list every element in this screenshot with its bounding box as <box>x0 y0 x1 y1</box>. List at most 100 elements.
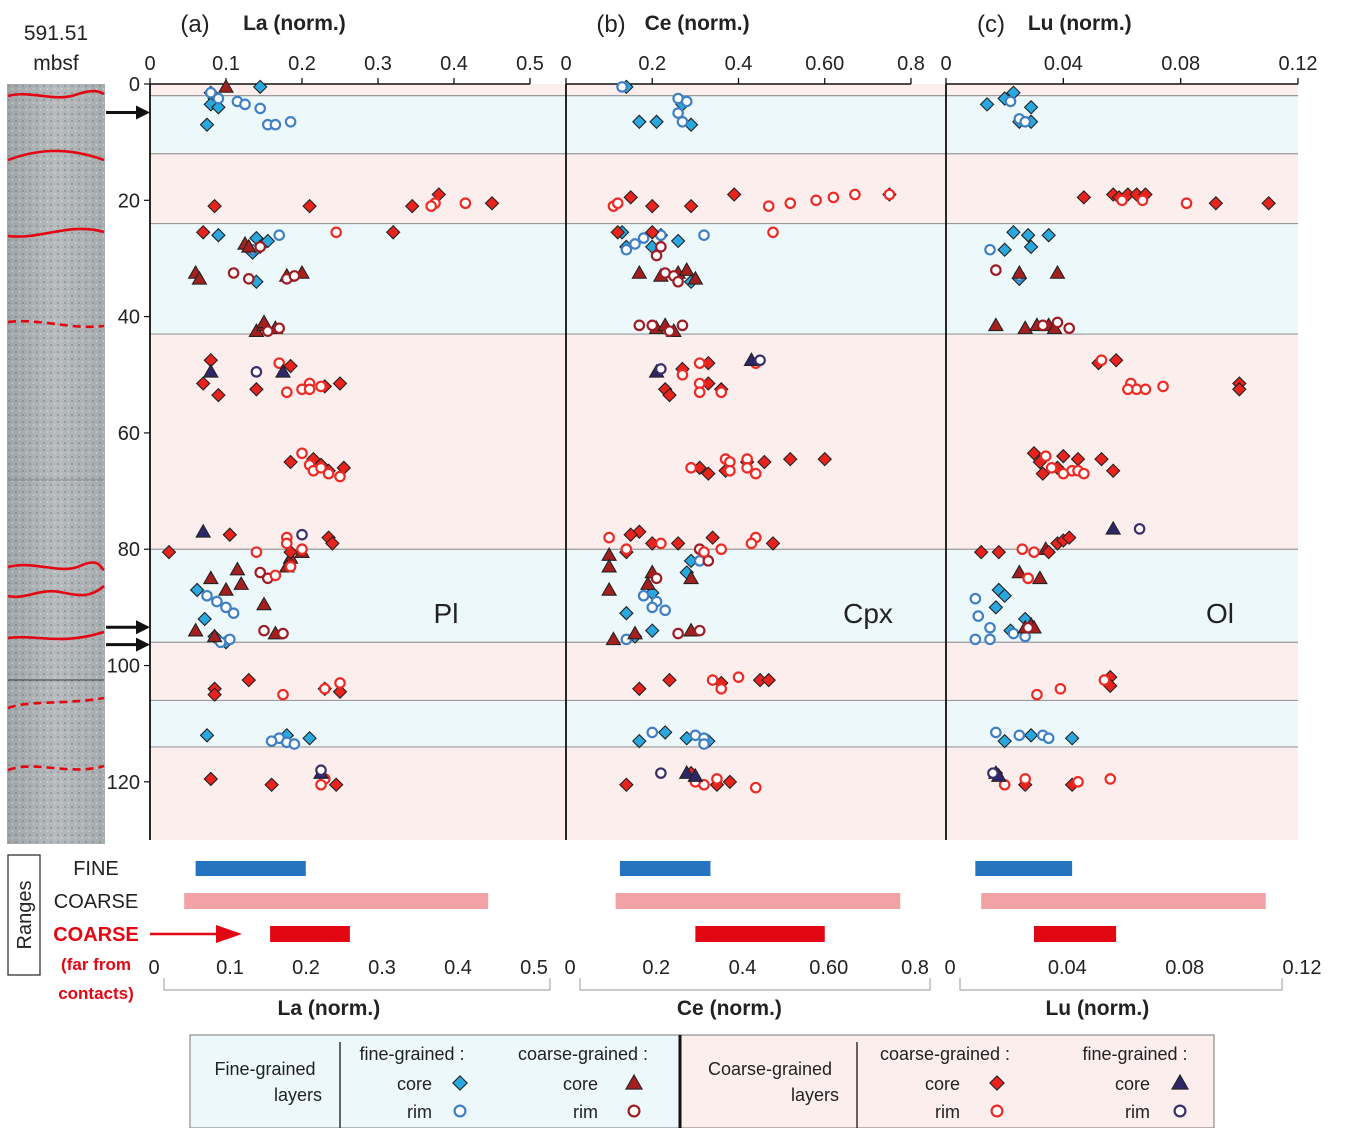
data-point <box>1208 195 1224 211</box>
data-point <box>1122 383 1134 396</box>
data-point <box>984 621 996 634</box>
data-point <box>265 735 278 747</box>
core-contact-line <box>7 89 105 99</box>
data-point <box>680 95 693 108</box>
data-point <box>683 198 699 214</box>
data-point <box>987 767 999 779</box>
data-point <box>264 777 279 793</box>
y-tick-label: 120 <box>107 772 140 794</box>
data-point <box>670 233 686 249</box>
data-point <box>629 238 641 250</box>
layer-band-fine <box>566 700 946 747</box>
data-point <box>1007 627 1020 640</box>
legend-core-1: core <box>397 1074 432 1094</box>
data-point <box>211 227 226 243</box>
data-point <box>973 544 989 560</box>
x-tick-label: 0.04 <box>1044 53 1083 75</box>
data-point <box>676 116 689 128</box>
legend-coarse-rim-icon <box>990 1104 1004 1118</box>
bottom-tick-label: 0.8 <box>901 957 929 979</box>
data-point <box>334 677 346 689</box>
series-3 <box>633 241 715 640</box>
legend-coarse-in-fine-rim-icon <box>627 1104 641 1118</box>
data-point <box>619 777 634 793</box>
bottom-tick-label: 0.12 <box>1283 957 1322 979</box>
depth-arrows <box>106 105 150 652</box>
layer-band-coarse <box>566 746 946 840</box>
data-point <box>662 387 677 403</box>
bottom-axis-title: La (norm.) <box>278 997 381 1020</box>
data-point <box>1180 197 1193 210</box>
x-tick-label: 0.3 <box>364 53 392 75</box>
data-point <box>644 198 660 214</box>
range-coarse-label: COARSE <box>54 891 138 913</box>
mineral-label: Ol <box>1206 598 1234 629</box>
data-point <box>757 454 772 470</box>
layer-band-coarse <box>566 334 946 550</box>
data-point <box>601 581 618 596</box>
data-point <box>632 681 647 697</box>
legend-coarse-title: Coarse-grained <box>708 1059 832 1079</box>
data-point <box>202 570 219 585</box>
data-point <box>318 682 331 695</box>
data-point <box>1063 322 1075 335</box>
data-point <box>997 733 1012 749</box>
range-far-label-3: contacts) <box>58 984 134 1003</box>
data-point <box>199 728 215 743</box>
data-point <box>639 576 656 590</box>
data-point <box>678 765 695 779</box>
data-point <box>187 622 204 637</box>
data-point <box>745 537 758 550</box>
core-photo: 591.51 mbsf <box>7 22 105 844</box>
data-point <box>280 537 293 550</box>
data-point <box>250 546 263 558</box>
x-axis-title: La (norm.) <box>243 12 346 35</box>
data-point <box>1039 450 1052 462</box>
data-point <box>633 319 646 332</box>
series-1 <box>201 86 301 750</box>
data-point <box>672 627 684 640</box>
data-point <box>610 225 626 240</box>
data-point <box>644 225 660 240</box>
data-point <box>678 261 695 276</box>
data-point <box>277 627 289 640</box>
data-point <box>623 190 638 205</box>
data-point <box>1006 225 1021 240</box>
data-point <box>715 543 728 556</box>
legend-rim-3: rim <box>935 1102 960 1122</box>
data-point <box>252 79 268 95</box>
mineral-label: Pl <box>434 598 459 629</box>
data-point <box>637 589 650 602</box>
layer-band-coarse <box>566 642 946 701</box>
data-point <box>655 537 667 550</box>
x-tick-label: 0.1 <box>212 53 240 75</box>
data-point <box>1051 316 1064 329</box>
legend-fine-grained-heading-2: fine-grained : <box>1082 1044 1187 1064</box>
data-point <box>631 264 648 279</box>
data-point <box>619 605 634 621</box>
data-point <box>227 607 240 619</box>
legend: Fine-grained layers fine-grained : coars… <box>189 1034 1215 1128</box>
range-far-label-2: (far from <box>61 955 131 974</box>
data-point <box>256 596 272 611</box>
data-point <box>632 733 647 749</box>
data-point <box>1078 467 1090 480</box>
data-point <box>273 357 285 369</box>
data-point <box>233 576 250 590</box>
y-tick-label: 0 <box>129 74 140 96</box>
data-point <box>202 363 219 378</box>
data-point <box>206 628 223 643</box>
data-point <box>715 682 728 695</box>
ranges-title: Ranges <box>14 881 36 950</box>
data-point <box>657 725 673 740</box>
data-point <box>261 325 274 337</box>
data-point <box>1108 352 1124 368</box>
bottom-axis <box>959 978 1283 991</box>
x-tick-label: 0.4 <box>725 53 753 75</box>
data-point <box>670 536 686 551</box>
data-point <box>1037 319 1049 332</box>
data-point <box>611 197 624 210</box>
data-point <box>1011 564 1028 579</box>
data-point <box>972 610 985 622</box>
data-point <box>201 589 213 602</box>
